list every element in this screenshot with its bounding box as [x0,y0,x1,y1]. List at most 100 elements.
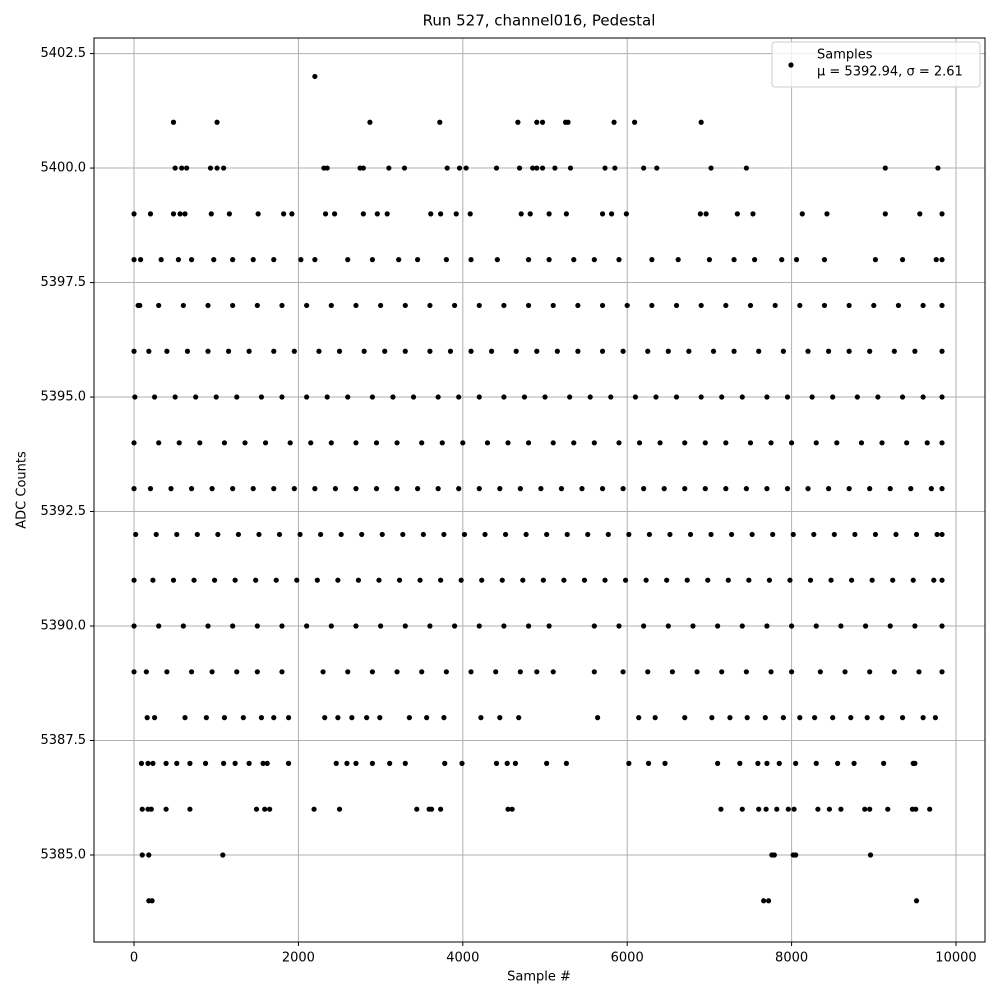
point [935,165,941,171]
point [338,531,344,538]
point [182,211,188,217]
point [558,486,565,492]
point [311,806,317,812]
point [912,348,918,354]
point [772,302,778,309]
point [253,577,259,583]
point [349,715,355,721]
point [158,257,164,263]
point [813,760,819,766]
point [805,486,811,492]
point [193,394,199,400]
point [394,669,400,675]
point [320,669,326,675]
point [932,715,939,721]
point [131,577,137,583]
point [939,623,945,629]
point [207,165,214,171]
point [194,531,200,538]
point [221,715,228,721]
point [377,715,383,721]
point [163,760,169,766]
point [882,165,888,171]
point [335,715,341,721]
point [197,440,203,446]
point [793,760,799,766]
legend-label: Samples [817,48,873,63]
point [501,302,507,309]
point [453,211,459,217]
point [180,302,186,309]
point [324,165,330,171]
point [214,119,220,125]
point [686,348,692,354]
point [441,531,447,538]
point [809,394,815,400]
point [367,119,373,125]
point [546,257,552,263]
point [739,394,745,400]
point [723,302,729,309]
point [177,211,183,217]
point [731,348,737,354]
point [373,440,380,446]
point [143,669,149,675]
point [451,302,458,309]
point [916,669,922,675]
point [172,165,178,171]
point [499,577,505,583]
point [715,623,721,629]
points-layer [131,73,945,904]
point [812,715,818,721]
point [336,348,343,354]
point [890,577,896,583]
point [743,165,749,171]
point [697,211,703,217]
point [153,531,159,538]
point [353,302,359,309]
point [939,577,945,583]
point [934,531,940,538]
point [304,623,310,629]
point [747,440,754,446]
point [636,440,643,446]
point [673,394,680,400]
point [463,165,469,171]
point [664,577,670,583]
point [521,394,528,400]
point [287,440,293,446]
point [285,760,292,766]
point [811,531,817,538]
point [879,715,885,721]
point [939,486,945,492]
point [661,486,667,492]
point [332,486,339,492]
point [180,623,186,629]
point [719,394,725,400]
point [187,760,193,766]
point [575,302,581,309]
point [369,257,375,263]
point [369,394,375,400]
point [575,348,581,354]
point [920,394,926,400]
point [335,577,341,583]
point [505,440,511,446]
point [657,440,663,446]
point [402,302,408,309]
point [502,531,509,538]
point [912,623,918,629]
point [561,577,567,583]
point [703,211,709,217]
point [723,486,729,492]
point [476,486,482,492]
legend-marker [788,62,794,68]
point [250,257,256,263]
point [378,302,384,309]
point [550,440,556,446]
point [246,348,252,354]
point [390,394,396,400]
point [869,577,875,583]
point [939,394,945,400]
point [766,577,773,583]
